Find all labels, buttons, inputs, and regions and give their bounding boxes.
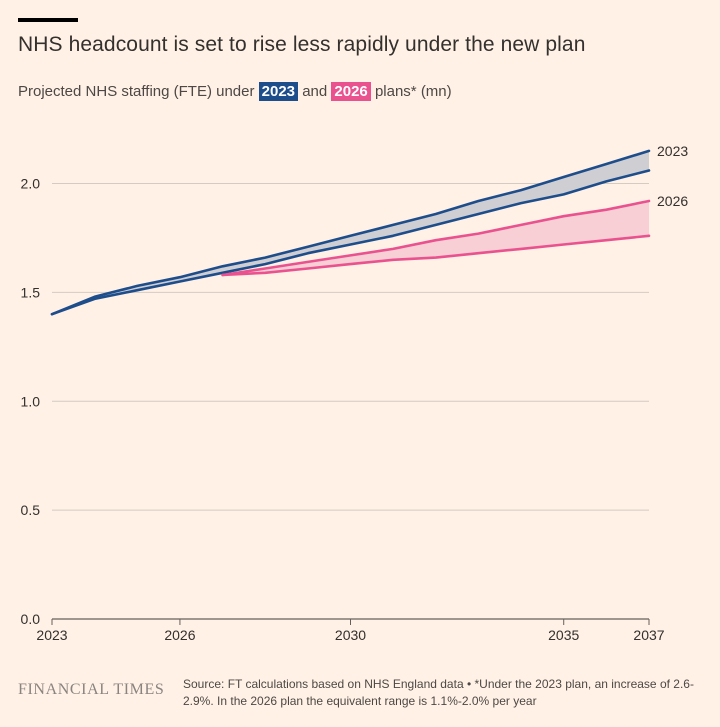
y-tick-label: 2.0 [21, 176, 41, 192]
range-bands [52, 150, 649, 315]
y-tick-label: 1.0 [21, 393, 41, 409]
subtitle-suffix: plans* (mn) [370, 83, 452, 100]
x-tick-label: 2037 [633, 627, 664, 643]
x-tick-label: 2035 [548, 627, 579, 643]
ft-logo: FINANCIAL TIMES [18, 681, 165, 698]
grid-lines [52, 183, 649, 620]
series-lines [50, 149, 651, 316]
series-line-2026-lower [221, 234, 651, 277]
y-tick-label: 0.0 [21, 611, 41, 627]
range-band-2023 [52, 150, 649, 315]
source-note: Source: FT calculations based on NHS Eng… [183, 677, 694, 708]
chart-subtitle: Projected NHS staffing (FTE) under 2023 … [18, 80, 452, 104]
range-band-2026 [222, 201, 649, 275]
y-tick-label: 0.5 [21, 502, 41, 518]
series-label-2023: 2023 [657, 143, 688, 159]
x-tick-label: 2030 [335, 627, 366, 643]
series-label-2026: 2026 [657, 193, 688, 209]
y-tick-label: 1.5 [21, 284, 41, 300]
top-rule [18, 18, 78, 22]
x-tick-label: 2026 [164, 627, 195, 643]
series-line-2023-lower [50, 169, 651, 316]
subtitle-middle: and [298, 83, 332, 100]
legend-tag-2026: 2026 [331, 82, 371, 101]
series-end-labels: 2023 2026 [657, 143, 688, 209]
x-axis: 2023 2026 2030 2035 2037 [36, 619, 665, 643]
subtitle-prefix: Projected NHS staffing (FTE) under [18, 83, 259, 100]
y-axis-labels: 0.0 0.5 1.0 1.5 2.0 [21, 176, 41, 627]
series-line-2026-upper [221, 199, 651, 277]
chart-title: NHS headcount is set to rise less rapidl… [18, 33, 586, 56]
x-tick-label: 2023 [36, 627, 67, 643]
series-line-2023-upper [50, 149, 651, 316]
legend-tag-2023: 2023 [258, 82, 299, 101]
